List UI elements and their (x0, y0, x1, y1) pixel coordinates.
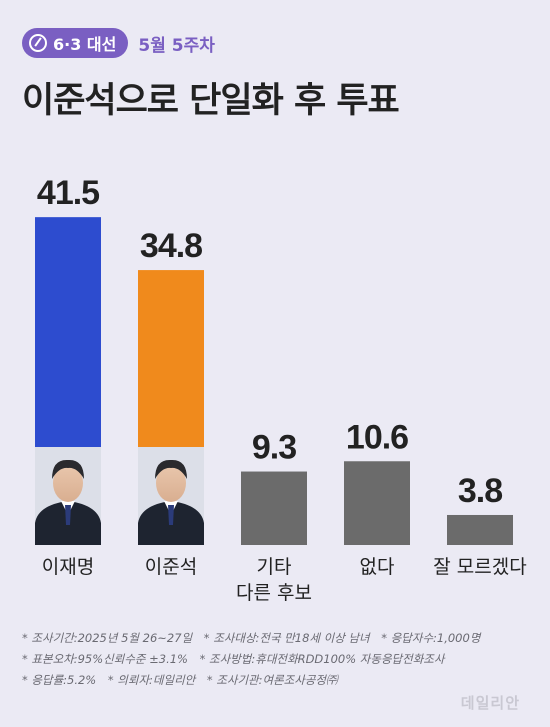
election-badge: 6·3 대선 (22, 28, 129, 58)
portrait-hair (155, 459, 187, 479)
note-method: * 조사방법:휴대전화RDD100% 자동응답전화조사 (199, 652, 445, 666)
category-label: 이재명 (42, 556, 94, 578)
note-target: * 조사대상:전국 만18세 이상 남녀 (203, 631, 370, 645)
bar (344, 461, 410, 545)
note-response-rate: * 응답률:5.2% (22, 673, 97, 687)
category-label: 이준석 (145, 556, 197, 578)
portrait-face (156, 464, 186, 502)
note-client: * 의뢰자:데일리안 (107, 673, 196, 687)
bar (447, 514, 513, 545)
vote-stamp-icon (29, 34, 47, 52)
category-label: 없다 (360, 556, 395, 578)
category-label: 기타 (257, 556, 292, 578)
bar-value-label: 10.6 (346, 418, 408, 456)
note-margin: * 표본오차:95%신뢰수준 ±3.1% (22, 652, 188, 666)
portrait-face (53, 464, 83, 502)
bar-value-label: 34.8 (140, 227, 202, 265)
header: 6·3 대선 5월 5주차 (22, 28, 215, 58)
portrait-tie (168, 505, 174, 525)
portrait-hair (52, 459, 84, 479)
bar-value-label: 9.3 (252, 429, 296, 467)
bar (241, 471, 307, 545)
note-agency: * 조사기관:여론조사공정㈜ (206, 673, 338, 687)
survey-notes: * 조사기간:2025년 5월 26~27일 * 조사대상:전국 만18세 이상… (22, 628, 532, 691)
note-respondents: * 응답자수:1,000명 (381, 631, 481, 645)
badge-label: 6·3 대선 (53, 35, 117, 54)
week-label: 5월 5주차 (138, 35, 215, 56)
category-label: 잘 모르겠다 (433, 556, 526, 578)
portrait-tie (65, 505, 71, 525)
bar-value-label: 3.8 (458, 472, 502, 510)
category-label: 다른 후보 (236, 582, 312, 604)
dailian-watermark: 데일리안 (460, 694, 520, 712)
note-period: * 조사기간:2025년 5월 26~27일 (22, 631, 193, 645)
chart-title: 이준석으로 단일화 후 투표 (22, 81, 400, 121)
bar-value-label: 41.5 (37, 174, 99, 212)
